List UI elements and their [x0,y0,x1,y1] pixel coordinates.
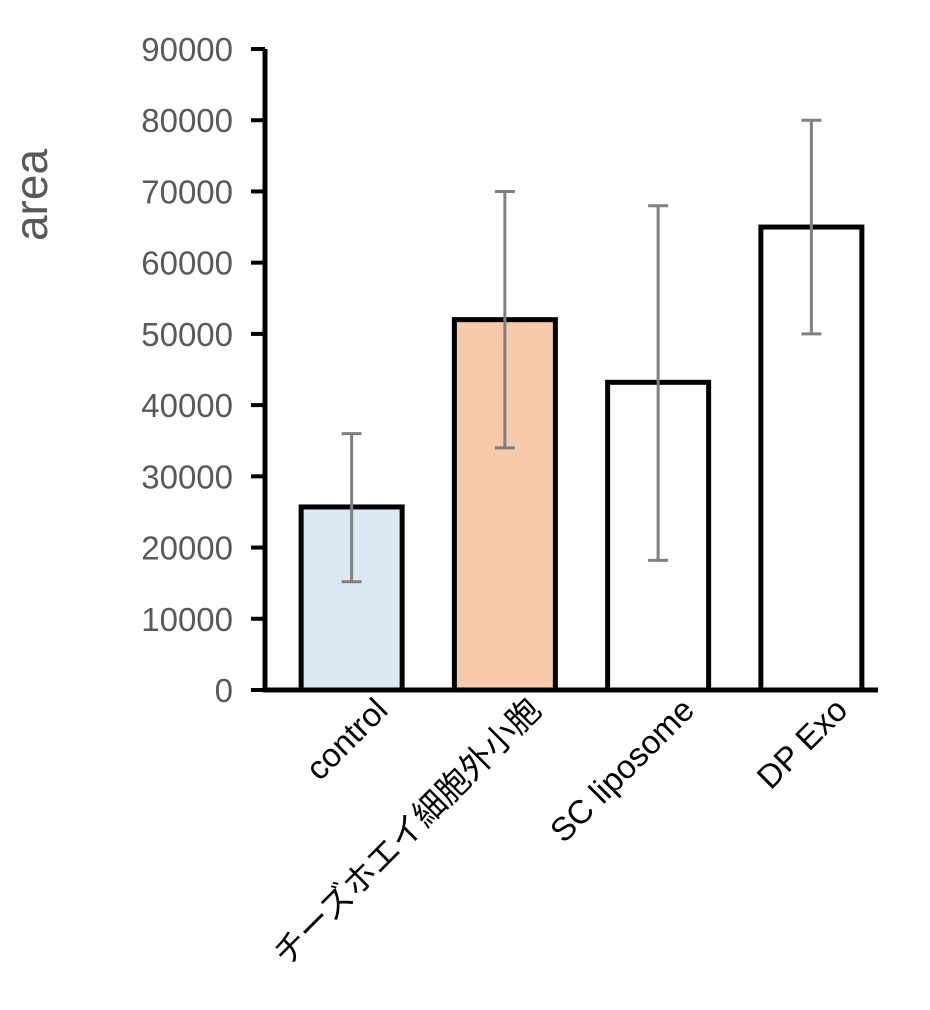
y-tick-label-9: 90000 [141,31,233,68]
y-tick-label-2: 20000 [141,530,233,567]
category-label-1: チーズホエイ細胞外小胞 [266,691,548,973]
y-tick-label-3: 30000 [141,458,233,495]
y-tick-label-1: 10000 [141,601,233,638]
y-axis-title: area [5,149,57,241]
y-tick-label-4: 40000 [141,387,233,424]
y-tick-label-7: 70000 [141,173,233,210]
category-label-2: SC liposome [543,691,701,849]
y-tick-label-6: 60000 [141,245,233,282]
y-tick-label-5: 50000 [141,316,233,353]
y-tick-label-8: 80000 [141,102,233,139]
category-label-0: control [298,691,394,787]
error-bars [341,118,822,584]
y-axis-tick-labels: 0 10000 20000 30000 40000 50000 60000 70000 8000… [141,31,233,709]
bars [298,224,865,693]
category-label-3: DP Exo [749,691,854,796]
y-tick-label-0: 0 [215,672,233,709]
